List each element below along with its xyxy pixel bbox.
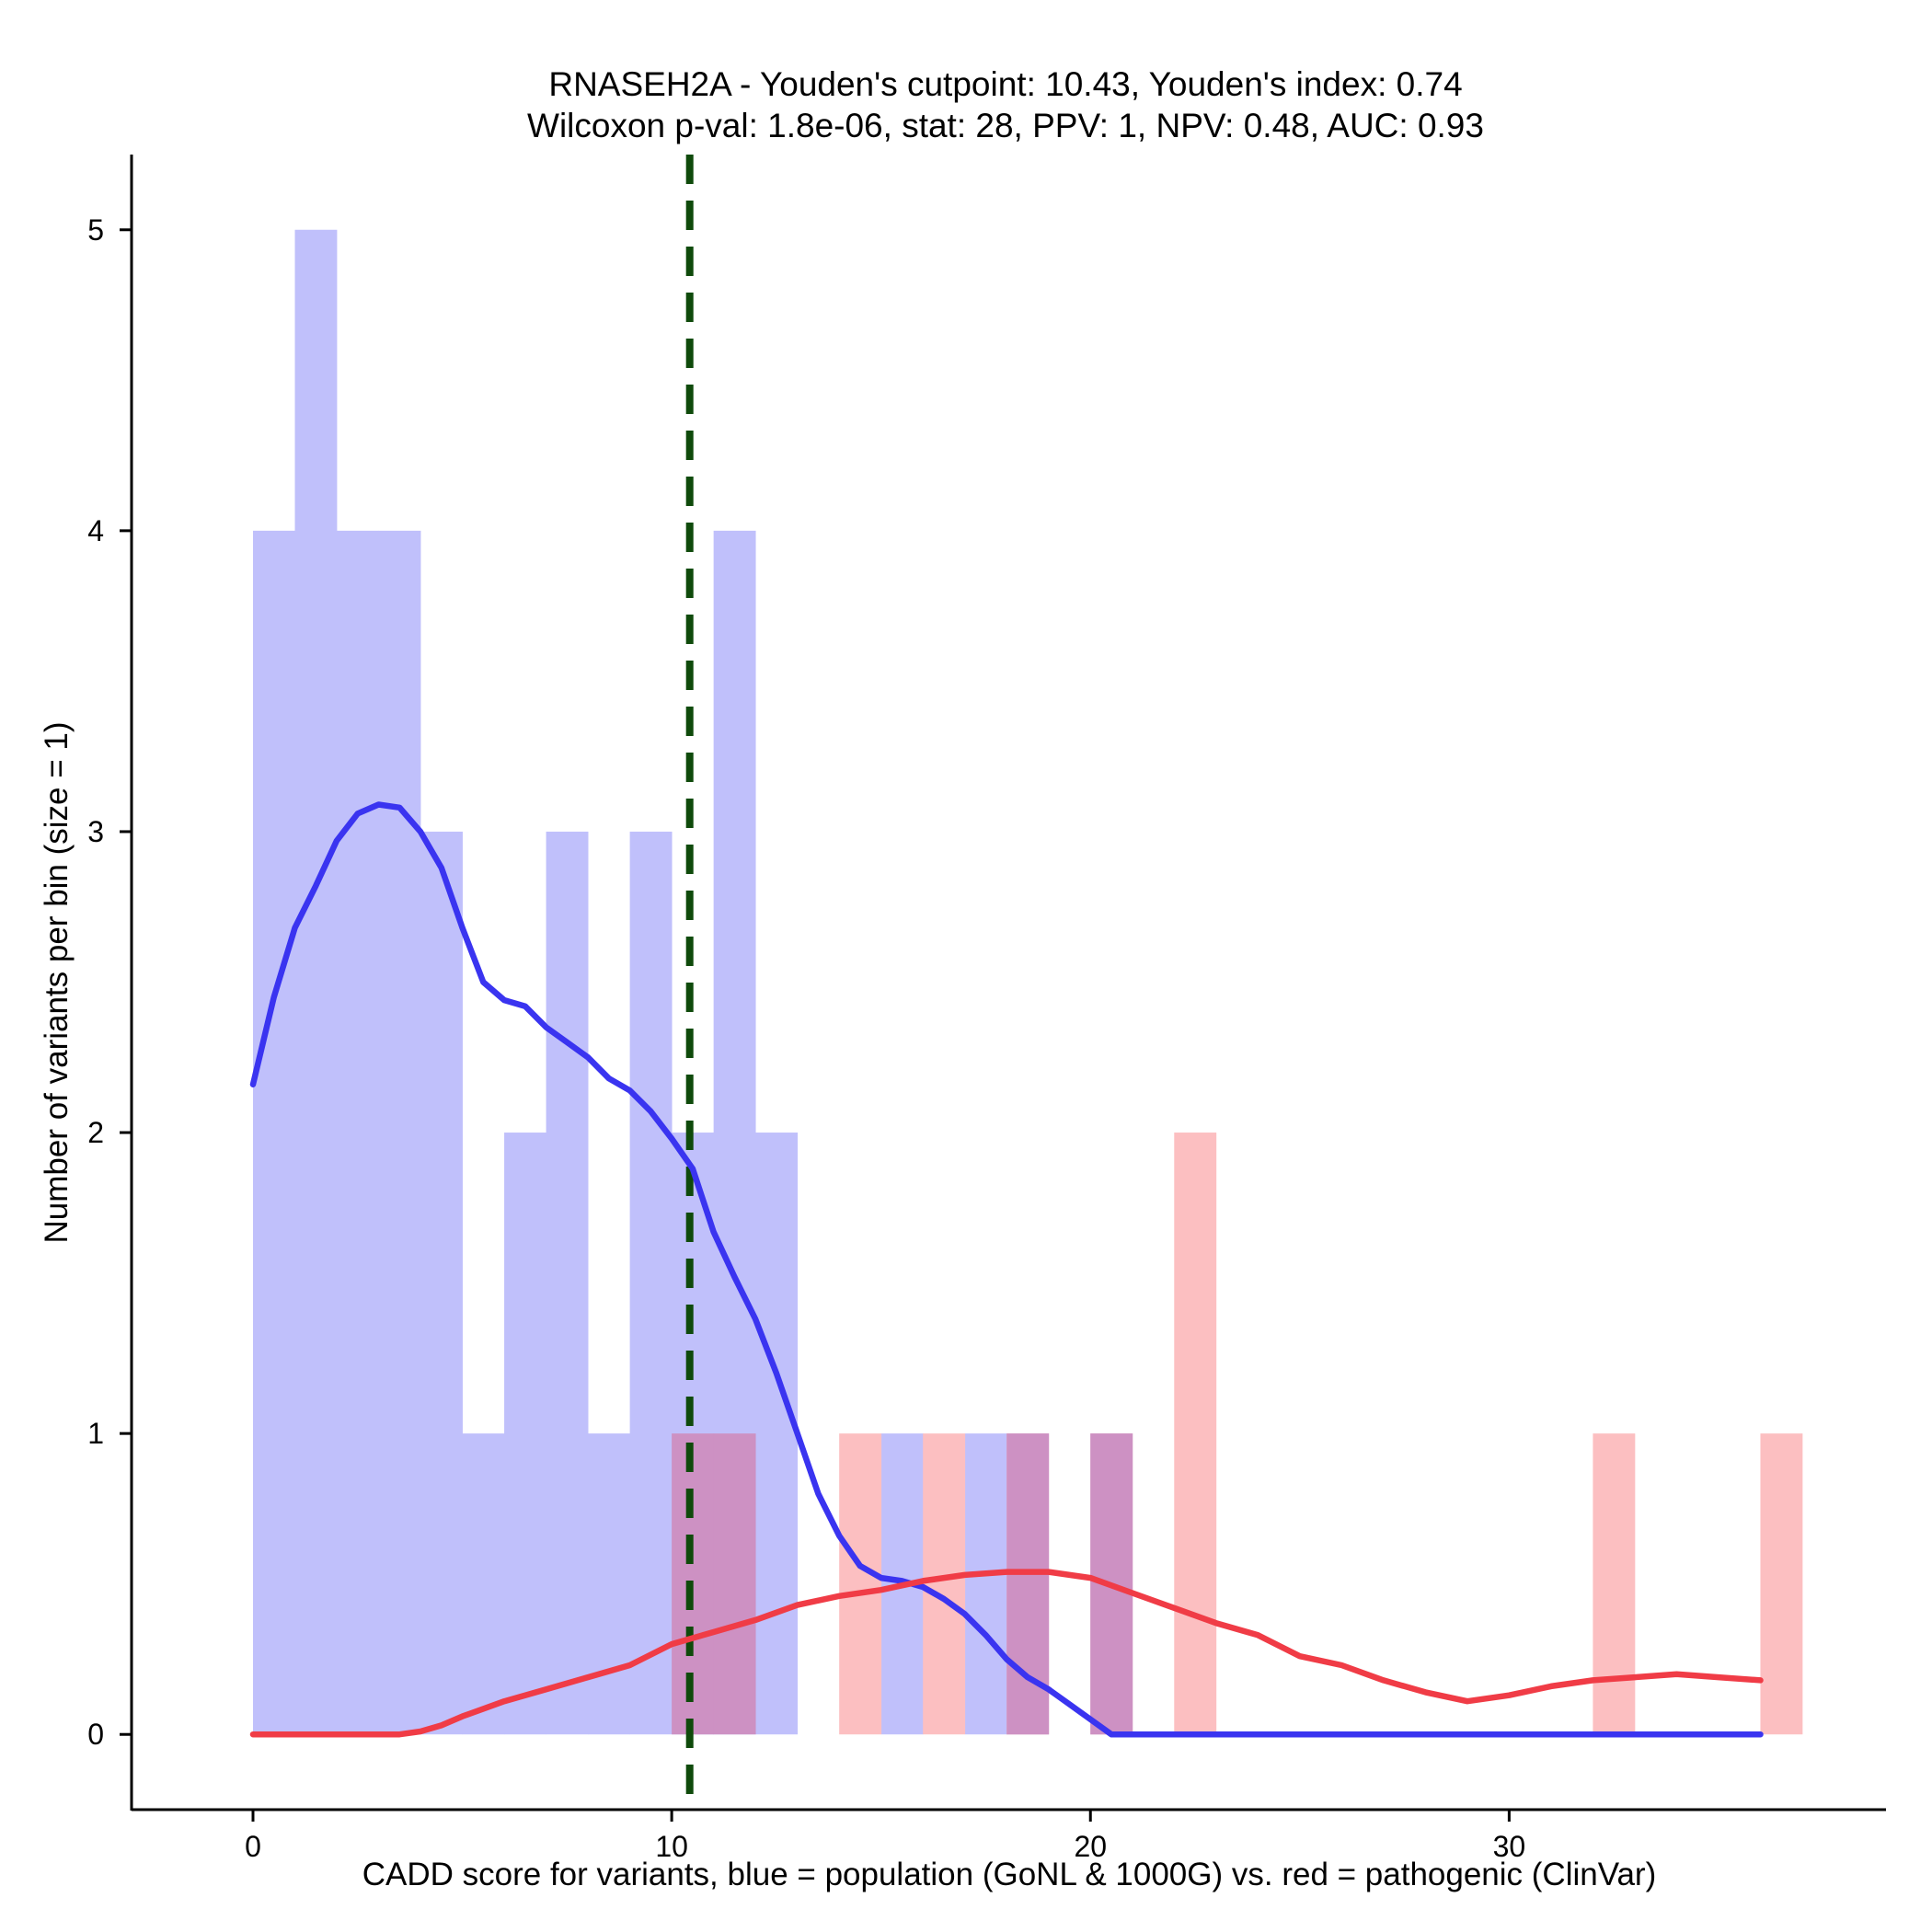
x-tick-label-0: 0 xyxy=(245,1830,261,1863)
y-tick-label-0: 0 xyxy=(87,1718,104,1751)
pathogenic-bar-14 xyxy=(839,1433,882,1735)
population-bar-9 xyxy=(629,831,673,1735)
x-tick-label-10: 10 xyxy=(655,1830,688,1863)
population-bar-7 xyxy=(546,831,589,1735)
y-tick-label-2: 2 xyxy=(87,1116,104,1149)
chart-title-line1: RNASEH2A - Youden's cutpoint: 10.43, You… xyxy=(548,65,1462,103)
population-bar-2 xyxy=(337,530,379,1735)
population-bar-6 xyxy=(504,1133,546,1735)
x-tick-label-20: 20 xyxy=(1074,1830,1107,1863)
population-density-curve xyxy=(249,801,1764,1738)
chart-title-line2: Wilcoxon p-val: 1.8e-06, stat: 28, PPV: … xyxy=(527,107,1484,144)
y-axis-label: Number of variants per bin (size = 1) xyxy=(39,721,75,1243)
pathogenic-bar-16 xyxy=(923,1433,966,1735)
y-tick-label-3: 3 xyxy=(87,815,104,848)
pathogenic-density-curve xyxy=(249,1569,1764,1738)
overlap-bar-11 xyxy=(713,1433,756,1735)
y-tick-label-1: 1 xyxy=(87,1417,104,1450)
population-bar-17 xyxy=(964,1433,1007,1735)
x-tick-label-30: 30 xyxy=(1493,1830,1526,1863)
y-tick-label-5: 5 xyxy=(87,213,104,247)
population-bar-1 xyxy=(294,229,338,1735)
y-axis-ticks: 0 1 2 3 4 5 xyxy=(87,213,132,1751)
x-axis-label: CADD score for variants, blue = populati… xyxy=(362,1857,1657,1892)
population-bar-5 xyxy=(462,1433,505,1735)
pathogenic-bar-22 xyxy=(1174,1133,1217,1735)
x-axis-ticks: 0 10 20 30 xyxy=(245,1810,1525,1863)
y-tick-label-4: 4 xyxy=(87,514,104,547)
population-bar-3 xyxy=(378,530,421,1735)
population-bar-4 xyxy=(420,831,463,1735)
pathogenic-bar-36 xyxy=(1760,1433,1803,1735)
pathogenic-bar-32 xyxy=(1593,1433,1636,1735)
population-bar-8 xyxy=(588,1433,630,1735)
population-bar-12 xyxy=(755,1133,799,1735)
population-bar-0 xyxy=(252,530,295,1735)
